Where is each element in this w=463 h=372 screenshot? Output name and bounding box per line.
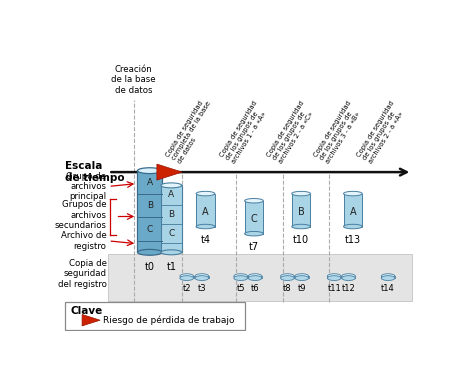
- Bar: [196, 193, 214, 227]
- Bar: [233, 276, 247, 278]
- Bar: [108, 254, 411, 301]
- Ellipse shape: [180, 276, 193, 280]
- Text: t9: t9: [297, 284, 306, 294]
- Text: t4: t4: [200, 235, 210, 245]
- Bar: [294, 276, 308, 278]
- Ellipse shape: [194, 274, 208, 279]
- Text: Copia de seguridad
de los grupos de
archivos 1 - a «A»: Copia de seguridad de los grupos de arch…: [219, 99, 270, 165]
- Ellipse shape: [343, 191, 362, 196]
- Ellipse shape: [161, 183, 181, 188]
- Ellipse shape: [291, 224, 310, 229]
- Text: A: A: [146, 178, 152, 187]
- Ellipse shape: [248, 276, 261, 280]
- Ellipse shape: [233, 276, 247, 280]
- Text: t7: t7: [248, 242, 258, 252]
- Text: C: C: [146, 225, 152, 234]
- Ellipse shape: [294, 276, 308, 280]
- Ellipse shape: [194, 276, 208, 280]
- Bar: [280, 276, 294, 278]
- Bar: [161, 185, 181, 252]
- Ellipse shape: [291, 191, 310, 196]
- Ellipse shape: [196, 191, 214, 196]
- Polygon shape: [156, 164, 181, 180]
- Bar: [343, 193, 362, 227]
- Text: Grupos de
archivos
secundarios: Grupos de archivos secundarios: [55, 200, 106, 230]
- Ellipse shape: [196, 224, 214, 229]
- Text: t14: t14: [381, 284, 394, 294]
- Text: A: A: [349, 207, 356, 217]
- Text: t3: t3: [197, 284, 206, 294]
- Text: Copia de seguridad
completa de la base
de datos: Copia de seguridad completa de la base d…: [165, 97, 218, 165]
- Ellipse shape: [343, 224, 362, 229]
- Text: t0: t0: [144, 262, 154, 272]
- Text: t12: t12: [341, 284, 355, 294]
- Ellipse shape: [137, 168, 162, 174]
- Ellipse shape: [248, 274, 261, 279]
- Ellipse shape: [381, 276, 394, 280]
- Bar: [291, 193, 310, 227]
- Ellipse shape: [381, 274, 394, 279]
- Text: Grupo de
archivos
principal: Grupo de archivos principal: [66, 171, 106, 201]
- Text: A: A: [202, 207, 208, 217]
- Text: Copia de seguridad
de los grupos de
archivos 2 - a «A»: Copia de seguridad de los grupos de arch…: [355, 99, 406, 165]
- Text: C: C: [250, 214, 257, 224]
- Text: Copia de
seguridad
del registro: Copia de seguridad del registro: [57, 259, 106, 289]
- Text: t6: t6: [250, 284, 259, 294]
- Text: Copia de seguridad
de los grupos de
archivos 3 - a «B»: Copia de seguridad de los grupos de arch…: [312, 99, 363, 165]
- Bar: [137, 171, 162, 252]
- Text: t10: t10: [293, 235, 308, 245]
- Text: A: A: [168, 190, 174, 199]
- Text: Archivo de
registro: Archivo de registro: [61, 231, 106, 251]
- Text: Escala
de tiempo: Escala de tiempo: [65, 161, 125, 183]
- Ellipse shape: [280, 276, 294, 280]
- Text: t8: t8: [282, 284, 291, 294]
- Ellipse shape: [341, 274, 355, 279]
- Bar: [381, 276, 394, 278]
- Ellipse shape: [326, 276, 340, 280]
- Text: B: B: [146, 201, 152, 210]
- Bar: [341, 276, 355, 278]
- Ellipse shape: [137, 249, 162, 255]
- Text: B: B: [168, 210, 174, 219]
- Text: t2: t2: [182, 284, 191, 294]
- Text: t5: t5: [236, 284, 244, 294]
- Text: t13: t13: [344, 235, 360, 245]
- Text: C: C: [168, 229, 174, 238]
- Text: Copia de seguridad
de los grupos de
archivos 2 - a «C»: Copia de seguridad de los grupos de arch…: [265, 99, 316, 165]
- Bar: [180, 276, 193, 278]
- Text: t1: t1: [166, 262, 176, 272]
- Ellipse shape: [294, 274, 308, 279]
- FancyBboxPatch shape: [65, 302, 244, 330]
- Bar: [194, 276, 208, 278]
- Text: B: B: [297, 207, 304, 217]
- Polygon shape: [82, 314, 100, 326]
- Bar: [248, 276, 261, 278]
- Ellipse shape: [161, 250, 181, 255]
- Text: Riesgo de pérdida de trabajo: Riesgo de pérdida de trabajo: [103, 315, 234, 325]
- Ellipse shape: [244, 199, 263, 203]
- Text: Creación
de la base
de datos: Creación de la base de datos: [111, 65, 156, 95]
- Ellipse shape: [244, 231, 263, 236]
- Ellipse shape: [326, 274, 340, 279]
- Text: t11: t11: [326, 284, 340, 294]
- Bar: [326, 276, 340, 278]
- Ellipse shape: [280, 274, 294, 279]
- Ellipse shape: [180, 274, 193, 279]
- Text: Clave: Clave: [70, 306, 103, 316]
- Ellipse shape: [233, 274, 247, 279]
- Ellipse shape: [341, 276, 355, 280]
- Bar: [244, 201, 263, 234]
